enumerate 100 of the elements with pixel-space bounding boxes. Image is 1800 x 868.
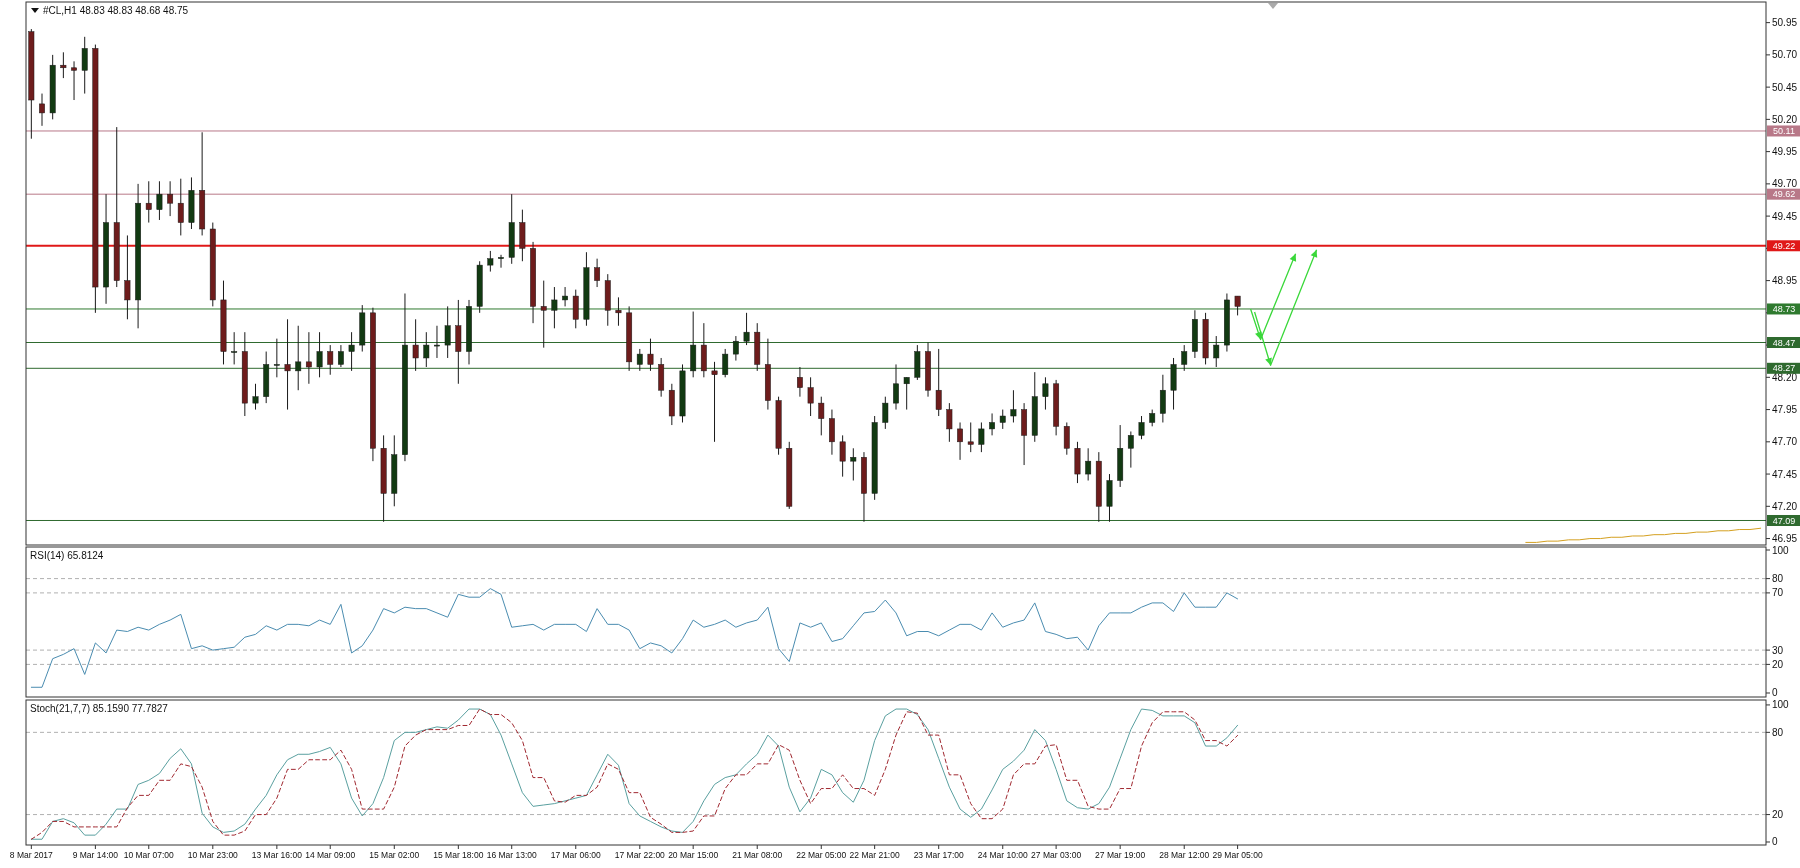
chart-title: Stoch(21,7,7) 85.1590 77.7827 (30, 703, 169, 714)
candlestick (305, 331, 312, 385)
candlestick (572, 289, 579, 329)
candlestick (1138, 415, 1145, 440)
ref-line-label: 50.11 (1773, 126, 1795, 137)
y-tick-label: 80 (1772, 573, 1784, 585)
x-tick-label: 8 Mar 2017 (9, 850, 54, 860)
candlestick (60, 51, 67, 79)
y-tick-label: 50.20 (1772, 113, 1798, 125)
y-tick-label: 80 (1772, 726, 1784, 738)
y-tick-label: 70 (1772, 587, 1784, 599)
candlestick (1234, 295, 1241, 316)
candlestick (252, 383, 259, 411)
candlestick (818, 396, 825, 436)
candlestick (722, 348, 729, 378)
candlestick (316, 331, 323, 378)
candlestick (231, 331, 238, 365)
candlestick (551, 286, 558, 329)
candlestick (145, 180, 152, 224)
candlestick (177, 178, 184, 236)
y-tick-label: 100 (1772, 699, 1790, 711)
x-tick-label: 15 Mar 18:00 (433, 850, 484, 860)
y-tick-label: 50.95 (1772, 17, 1798, 29)
candlestick (732, 335, 739, 362)
x-tick-label: 14 Mar 09:00 (305, 850, 356, 860)
candlestick (167, 180, 174, 217)
y-tick-label: 49.70 (1772, 178, 1798, 190)
y-tick-label: 47.45 (1772, 468, 1798, 480)
x-tick-label: 21 Mar 08:00 (732, 850, 783, 860)
candlestick (850, 447, 857, 482)
x-tick-label: 17 Mar 22:00 (614, 850, 666, 860)
y-tick-label: 49.95 (1772, 146, 1798, 158)
y-tick-label: 0 (1772, 836, 1778, 848)
candlestick (124, 234, 131, 320)
x-tick-label: 10 Mar 07:00 (123, 850, 175, 860)
candlestick (434, 325, 440, 359)
ref-line-label: 49.62 (1772, 189, 1796, 200)
candlestick (636, 348, 643, 372)
ref-line-label: 48.47 (1772, 337, 1796, 348)
ref-line-label: 48.27 (1772, 363, 1796, 374)
candlestick (348, 331, 355, 372)
y-tick-label: 0 (1772, 687, 1778, 699)
x-tick-label: 29 Mar 05:00 (1212, 850, 1263, 860)
x-tick-label: 13 Mar 16:00 (251, 850, 303, 860)
candlestick (295, 325, 302, 391)
y-tick-label: 48.20 (1772, 371, 1798, 383)
candlestick (273, 338, 280, 378)
candlestick (498, 254, 504, 269)
candlestick (839, 434, 846, 478)
candlestick (412, 318, 419, 372)
y-tick-label: 48.95 (1772, 275, 1798, 287)
x-tick-label: 27 Mar 19:00 (1095, 850, 1146, 860)
line-series (30, 588, 1239, 688)
candlestick (1010, 389, 1017, 423)
candlestick (989, 412, 995, 436)
x-tick-label: 9 Mar 14:00 (72, 850, 119, 860)
x-tick-label: 16 Mar 13:00 (486, 850, 538, 860)
x-tick-label: 27 Mar 03:00 (1031, 850, 1082, 860)
chart-title: #CL,H1 48.83 48.83 48.68 48.75 (43, 5, 189, 16)
candlestick (39, 93, 45, 127)
candlestick (647, 338, 654, 372)
y-tick-label: 49.45 (1772, 210, 1798, 222)
y-tick-label: 47.20 (1772, 500, 1798, 512)
candlestick (935, 348, 942, 417)
ref-line-label: 49.22 (1772, 240, 1796, 251)
ref-line-label: 48.73 (1772, 304, 1796, 315)
x-tick-label: 17 Mar 06:00 (550, 850, 602, 860)
candlestick (444, 305, 451, 359)
candlestick (423, 331, 430, 368)
x-tick-label: 15 Mar 02:00 (369, 850, 420, 860)
y-tick-label: 50.45 (1772, 81, 1798, 93)
candlestick (337, 344, 344, 368)
candlestick (978, 421, 985, 453)
candlestick (487, 250, 494, 273)
candlestick (284, 318, 291, 411)
y-tick-label: 30 (1772, 644, 1784, 656)
candlestick (156, 180, 163, 221)
candlestick (1063, 421, 1070, 456)
x-tick-label: 28 Mar 12:00 (1159, 850, 1210, 860)
candlestick (540, 280, 547, 349)
x-tick-label: 22 Mar 21:00 (849, 850, 900, 860)
candlestick (562, 286, 568, 307)
y-tick-label: 46.95 (1772, 533, 1798, 545)
x-tick-label: 23 Mar 17:00 (913, 850, 965, 860)
y-tick-label: 47.70 (1772, 436, 1798, 448)
y-tick-label: 100 (1772, 544, 1790, 556)
candlestick (1127, 431, 1134, 469)
x-tick-label: 22 Mar 05:00 (796, 850, 847, 860)
candlestick (967, 421, 974, 453)
candlestick (903, 376, 910, 411)
y-tick-label: 50.70 (1772, 49, 1798, 61)
candlestick (1181, 344, 1188, 372)
x-tick-label: 24 Mar 10:00 (977, 850, 1029, 860)
candlestick (743, 312, 750, 346)
candlestick (893, 363, 899, 411)
candlestick (1213, 335, 1220, 368)
candlestick (882, 396, 889, 430)
candlestick (1085, 447, 1092, 482)
y-tick-label: 20 (1772, 658, 1784, 670)
ref-line-label: 47.09 (1772, 515, 1796, 526)
